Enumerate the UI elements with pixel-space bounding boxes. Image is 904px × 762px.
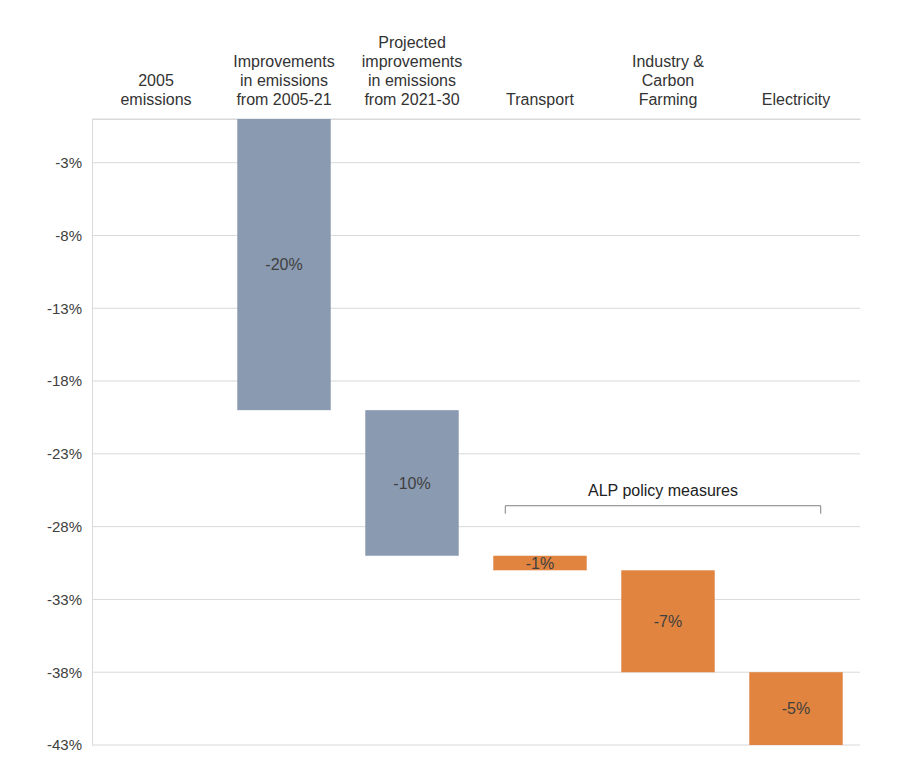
x-tick-label: Projected improvements in emissions from 20… (362, 34, 462, 108)
x-tick-label-line: 2005 (138, 72, 174, 89)
x-tick-label-line: from 2005-21 (236, 91, 331, 108)
x-tick-label-line: from 2021-30 (364, 91, 459, 108)
x-tick: Improvements in emissions from 2005-21 (233, 53, 334, 119)
grid-line (92, 599, 860, 600)
data-label: -20% (265, 256, 302, 273)
x-axis: 2005 emissions Improvements in emissions fro… (93, 34, 861, 120)
y-tick-label: -28% (47, 518, 82, 535)
y-tick-label: -23% (47, 445, 82, 462)
bar (365, 410, 458, 556)
y-tick-label: -8% (55, 227, 82, 244)
grid (92, 163, 860, 745)
x-tick: 2005 emissions (120, 72, 191, 119)
y-tick-label: -33% (47, 591, 82, 608)
y-tick: -43% (47, 736, 92, 753)
y-tick: -28% (47, 518, 92, 535)
x-tick-label-line: in emissions (240, 72, 328, 89)
bar (109, 119, 202, 120)
data-labels: -20% -10% -1% -7% -5% (265, 256, 810, 717)
x-tick-label-line: Industry & (632, 53, 704, 70)
x-tick-label-line: Transport (506, 91, 574, 108)
y-tick: -18% (47, 372, 92, 389)
y-tick-label: -18% (47, 372, 82, 389)
x-tick: Industry & Carbon Farming (632, 53, 704, 119)
y-tick: -33% (47, 591, 92, 608)
y-axis-line (92, 120, 93, 746)
grid-line (92, 453, 860, 454)
x-tick-label-line: in emissions (368, 72, 456, 89)
y-tick-label: -3% (55, 154, 82, 171)
x-tick-label: 2005 emissions (120, 72, 191, 108)
bars (237, 119, 842, 745)
data-label: -5% (782, 700, 810, 717)
bar (621, 570, 714, 672)
y-tick-label: -43% (47, 736, 82, 753)
x-tick-label-line: Electricity (762, 91, 830, 108)
bar (237, 119, 330, 410)
x-tick: Projected improvements in emissions from 20… (362, 34, 462, 119)
x-tick-label-line: Projected (378, 34, 446, 51)
x-tick-label-line: Carbon (642, 72, 694, 89)
x-tick-label: Improvements in emissions from 2005-21 (233, 53, 334, 108)
data-label: -10% (393, 475, 430, 492)
annotation: ALP policy measures (588, 482, 738, 499)
plot-frame (92, 119, 860, 120)
grid-line (92, 745, 860, 746)
x-tick-label-line: emissions (120, 91, 191, 108)
y-tick: -8% (55, 227, 92, 244)
x-tick-label-line: Improvements (233, 53, 334, 70)
grid-line (92, 235, 860, 236)
bracket (505, 506, 820, 514)
x-axis-line (93, 119, 861, 120)
grid-line (92, 162, 860, 163)
x-tick: Transport (506, 91, 574, 119)
bar (749, 672, 842, 745)
grid-line (92, 526, 860, 527)
y-axis: -3% -8% -13% -18% -23% -28% -33% -38% -43% (47, 120, 93, 754)
y-tick: -13% (47, 300, 92, 317)
y-tick: -23% (47, 445, 92, 462)
data-label: -7% (654, 613, 682, 630)
x-tick-label-line: Farming (639, 91, 698, 108)
data-label: -1% (526, 555, 554, 572)
x-tick: Electricity (762, 91, 830, 119)
x-tick-label: Electricity (762, 91, 830, 108)
x-tick-label: Industry & Carbon Farming (632, 53, 704, 108)
y-tick: -38% (47, 664, 92, 681)
x-tick-label-line: improvements (362, 53, 462, 70)
grid-line (92, 672, 860, 673)
x-tick-label: Transport (506, 91, 574, 108)
chart: -3% -8% -13% -18% -23% -28% -33% -38% -43% 2005 em… (0, 0, 904, 762)
grid-line (92, 381, 860, 382)
grid-line (92, 308, 860, 309)
y-tick-label: -38% (47, 664, 82, 681)
y-tick: -3% (55, 154, 92, 171)
y-tick-label: -13% (47, 300, 82, 317)
